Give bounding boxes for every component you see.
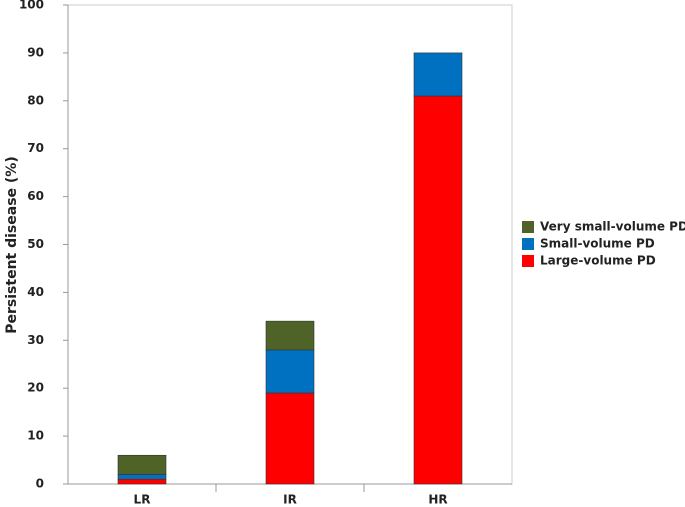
bar-segment [413,52,463,97]
y-tick-label: 100 [19,0,44,12]
y-tick-label: 10 [27,429,44,443]
x-tick-label: HR [428,493,447,507]
y-tick-label: 30 [27,333,44,347]
bar-segment [265,320,315,351]
bar-segment [265,349,315,394]
bar-segment [117,474,167,480]
y-tick-label: 50 [27,237,44,251]
legend-swatch [522,238,534,250]
bar-segment [413,95,463,485]
bar-segment [265,392,315,485]
legend-swatch [522,255,534,267]
legend-label: Large-volume PD [540,254,656,268]
y-tick-label: 20 [27,381,44,395]
x-tick-label: IR [283,493,297,507]
y-tick-label: 70 [27,141,44,155]
y-axis-label: Persistent disease (%) [4,156,20,333]
legend-swatch [522,221,534,233]
y-tick-label: 40 [27,285,44,299]
bar-segment [117,454,167,475]
y-tick-label: 90 [27,45,44,59]
y-tick-label: 0 [36,477,44,491]
bar-segment [117,478,167,485]
legend-label: Very small-volume PD [540,220,685,234]
y-tick-label: 80 [27,93,44,107]
x-tick-label: LR [134,493,151,507]
y-tick-label: 60 [27,189,44,203]
legend-label: Small-volume PD [540,237,655,251]
